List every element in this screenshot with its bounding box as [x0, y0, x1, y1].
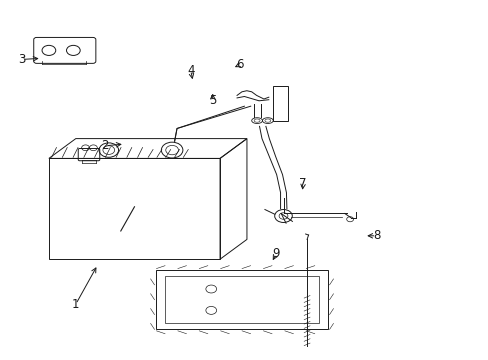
Text: 1: 1	[72, 298, 80, 311]
Text: 7: 7	[299, 177, 306, 190]
Text: 6: 6	[235, 58, 243, 71]
Text: 3: 3	[18, 53, 26, 66]
Text: 8: 8	[372, 229, 380, 242]
Text: 4: 4	[186, 64, 194, 77]
Text: 5: 5	[208, 94, 216, 107]
Text: 2: 2	[101, 139, 109, 152]
Text: 9: 9	[272, 247, 280, 260]
